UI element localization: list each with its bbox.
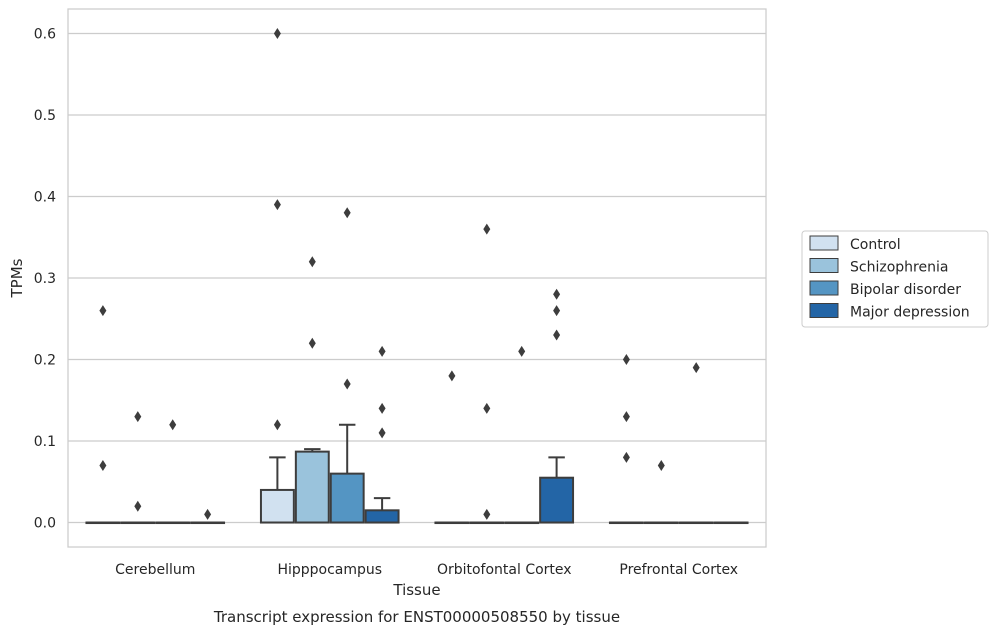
legend: Control Schizophrenia Bipolar disorder Majo… (801, 230, 989, 328)
y-tick-label: 0.1 (34, 434, 56, 450)
y-tick-label: 0.3 (34, 271, 56, 287)
box (539, 476, 575, 524)
outlier-point (273, 199, 281, 211)
outlier-point (553, 305, 561, 317)
outlier-point (343, 207, 351, 219)
outlier-point (378, 345, 386, 357)
box-groups (85, 27, 749, 525)
box (259, 488, 295, 524)
outlier-point (308, 256, 316, 268)
outlier-point (378, 427, 386, 439)
y-axis-label: TPMs (8, 258, 26, 298)
x-axis-ticks: Cerebellum Hipppocampus Orbitofontal Corte… (115, 562, 738, 578)
outlier-point (99, 459, 107, 471)
x-tick-label: Orbitofontal Cortex (437, 562, 572, 578)
legend-label: Bipolar disorder (850, 282, 961, 298)
outlier-point (518, 345, 526, 357)
outlier-point (169, 419, 177, 431)
y-tick-label: 0.0 (34, 516, 56, 532)
outlier-point (378, 402, 386, 414)
y-tick-label: 0.2 (34, 353, 56, 369)
x-tick-label: Prefrontal Cortex (619, 562, 738, 578)
y-axis-ticks: 0.0 0.1 0.2 0.3 0.4 0.5 0.6 (34, 26, 56, 531)
outlier-point (204, 508, 212, 520)
legend-swatch (809, 303, 839, 318)
outlier-point (622, 451, 630, 463)
legend-label: Schizophrenia (850, 260, 948, 276)
chart-caption: Transcript expression for ENST0000050855… (213, 608, 620, 626)
outlier-point (273, 27, 281, 39)
y-tick-label: 0.5 (34, 108, 56, 124)
x-tick-label: Cerebellum (115, 562, 195, 578)
outlier-point (273, 419, 281, 431)
legend-label: Major depression (850, 305, 970, 321)
legend-swatch (809, 235, 839, 251)
outlier-point (483, 402, 491, 414)
x-tick-label: Hipppocampus (277, 562, 382, 578)
box (364, 509, 400, 524)
outlier-point (553, 288, 561, 300)
outlier-point (448, 370, 456, 382)
outlier-point (553, 329, 561, 341)
outlier-point (483, 223, 491, 235)
plot-frame (67, 8, 767, 548)
outlier-point (657, 459, 665, 471)
y-tick-label: 0.4 (34, 189, 56, 205)
outlier-point (622, 411, 630, 423)
outlier-point (622, 354, 630, 366)
outlier-point (692, 362, 700, 374)
legend-frame (801, 230, 989, 328)
outlier-point (308, 337, 316, 349)
outlier-point (483, 508, 491, 520)
legend-swatch (809, 280, 839, 296)
outlier-point (134, 500, 142, 512)
outlier-point (134, 411, 142, 423)
x-axis-label: Tissue (392, 581, 440, 599)
y-tick-label: 0.6 (34, 26, 56, 42)
box (294, 450, 330, 524)
outlier-point (343, 378, 351, 390)
grid-lines (68, 32, 766, 524)
box (329, 472, 365, 524)
legend-swatch (809, 258, 839, 273)
outlier-point (99, 305, 107, 317)
legend-label: Control (850, 237, 901, 253)
